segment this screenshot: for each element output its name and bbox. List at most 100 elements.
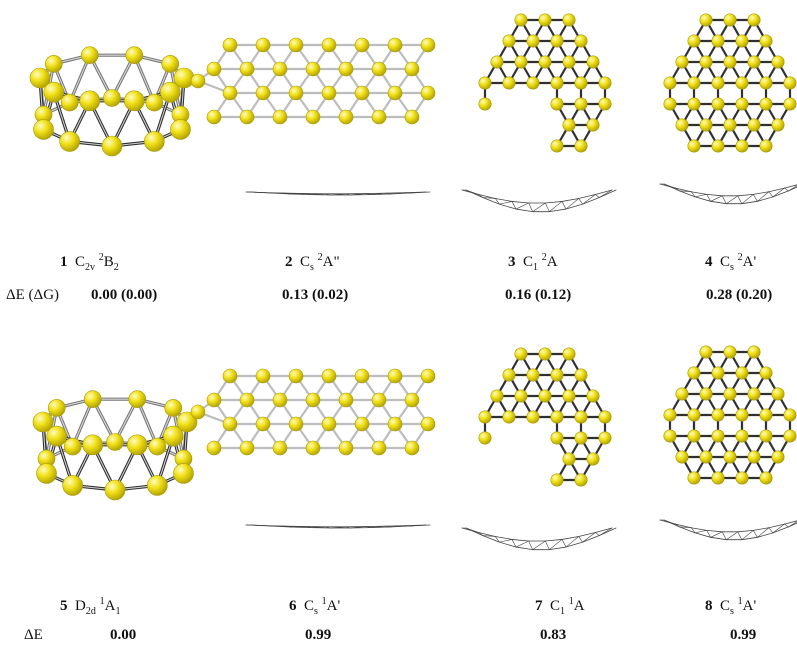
atom bbox=[574, 34, 588, 48]
bond bbox=[578, 198, 583, 205]
atom bbox=[735, 97, 749, 111]
atom bbox=[526, 34, 540, 48]
bond bbox=[595, 194, 600, 198]
bond bbox=[515, 546, 534, 551]
atom bbox=[255, 416, 271, 432]
structure-7-flake bbox=[478, 347, 612, 487]
atom bbox=[222, 37, 238, 53]
atom bbox=[272, 61, 288, 77]
bond bbox=[706, 529, 723, 533]
atom bbox=[288, 416, 304, 432]
atom bbox=[735, 76, 749, 90]
atom bbox=[354, 85, 370, 101]
energy-structure-2: 0.13 (0.02) bbox=[282, 287, 349, 303]
structure-5-cage bbox=[32, 390, 198, 501]
atom bbox=[162, 425, 184, 447]
atom bbox=[288, 368, 304, 384]
bond bbox=[548, 546, 567, 551]
atom bbox=[190, 404, 206, 420]
bond bbox=[675, 187, 692, 193]
atom bbox=[687, 366, 701, 380]
bond bbox=[544, 539, 563, 542]
bond bbox=[478, 532, 496, 537]
bond bbox=[511, 539, 530, 542]
bond bbox=[511, 539, 517, 548]
atom bbox=[80, 46, 99, 64]
bond bbox=[578, 532, 596, 537]
atom bbox=[562, 389, 576, 403]
bond bbox=[679, 190, 692, 193]
atom bbox=[550, 368, 564, 382]
atom bbox=[663, 408, 677, 422]
bond bbox=[694, 532, 712, 538]
atom bbox=[574, 139, 588, 153]
atom bbox=[148, 437, 167, 456]
bond bbox=[694, 196, 712, 202]
atom bbox=[478, 97, 492, 111]
atom bbox=[29, 67, 51, 89]
atom bbox=[550, 76, 564, 90]
bond bbox=[345, 193, 351, 196]
atom bbox=[32, 411, 54, 433]
atom bbox=[190, 73, 206, 89]
atom bbox=[735, 429, 749, 443]
atom bbox=[338, 61, 354, 77]
atom bbox=[387, 37, 403, 53]
atom bbox=[62, 475, 83, 496]
bond bbox=[495, 198, 500, 205]
atom bbox=[321, 416, 337, 432]
bond bbox=[741, 530, 754, 540]
atom bbox=[675, 450, 689, 464]
bond bbox=[690, 191, 696, 198]
bond bbox=[598, 189, 617, 198]
bond bbox=[325, 193, 331, 196]
atom bbox=[562, 13, 576, 27]
bond bbox=[549, 201, 563, 212]
atom bbox=[354, 37, 370, 53]
atom bbox=[338, 392, 354, 408]
atom bbox=[735, 34, 749, 48]
energy-structure-3: 0.16 (0.12) bbox=[505, 287, 572, 303]
bond bbox=[741, 194, 754, 204]
atom bbox=[338, 440, 354, 456]
atom bbox=[104, 479, 126, 501]
atom bbox=[46, 425, 68, 447]
atom bbox=[550, 34, 564, 48]
structure-4-side-view bbox=[659, 183, 797, 205]
atom bbox=[321, 37, 337, 53]
atom bbox=[759, 408, 773, 422]
structure-4-flake bbox=[663, 13, 797, 153]
label-structure-2: 2 Cs 2A" bbox=[285, 252, 340, 273]
atom bbox=[550, 410, 564, 424]
atom bbox=[33, 119, 54, 140]
atom bbox=[63, 437, 82, 456]
atom bbox=[59, 131, 80, 152]
atom bbox=[288, 85, 304, 101]
bond bbox=[725, 531, 739, 540]
bond bbox=[365, 526, 371, 528]
atom bbox=[239, 440, 255, 456]
atom bbox=[239, 109, 255, 125]
energy-structure-7: 0.83 bbox=[540, 627, 567, 643]
bond bbox=[249, 191, 267, 193]
bond bbox=[757, 527, 770, 538]
bond bbox=[482, 535, 496, 537]
bond bbox=[532, 540, 546, 550]
atom bbox=[771, 387, 785, 401]
atom bbox=[164, 399, 183, 417]
bond bbox=[757, 191, 770, 202]
atom bbox=[170, 119, 191, 140]
bond bbox=[737, 193, 754, 197]
atom bbox=[747, 55, 761, 69]
label-structure-7: 7 C1 1A bbox=[535, 596, 585, 617]
atom bbox=[747, 345, 761, 359]
atom bbox=[759, 34, 773, 48]
atom bbox=[514, 55, 528, 69]
bond bbox=[495, 536, 500, 543]
bond bbox=[772, 190, 789, 198]
bond bbox=[788, 186, 797, 192]
bond bbox=[549, 539, 563, 550]
bond bbox=[737, 531, 743, 540]
bond bbox=[511, 201, 517, 210]
atom bbox=[222, 368, 238, 384]
